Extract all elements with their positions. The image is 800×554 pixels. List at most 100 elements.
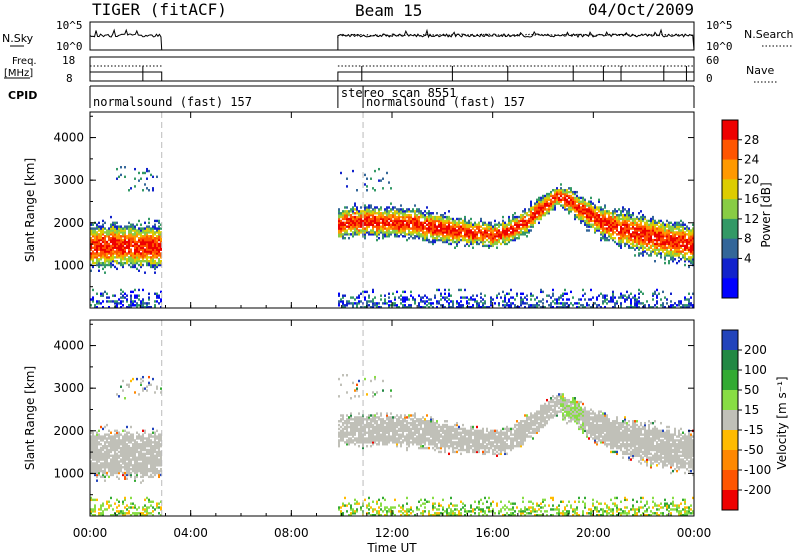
- echo-pixel: [118, 229, 120, 232]
- echo-pixel: [586, 221, 588, 225]
- echo-pixel: [340, 383, 342, 387]
- echo-pixel: [340, 171, 342, 175]
- echo-pixel: [476, 300, 478, 303]
- echo-pixel: [648, 229, 650, 232]
- echo-pixel: [618, 236, 620, 240]
- echo-pixel: [428, 217, 430, 221]
- echo-pixel: [454, 233, 456, 236]
- echo-pixel: [152, 244, 154, 248]
- echo-pixel: [152, 510, 154, 513]
- echo-pixel: [160, 508, 162, 511]
- echo-pixel: [140, 466, 142, 469]
- echo-pixel: [678, 229, 680, 232]
- echo-pixel: [354, 395, 356, 398]
- echo-pixel: [102, 246, 104, 249]
- echo-pixel: [118, 252, 120, 255]
- echo-pixel: [358, 423, 360, 427]
- echo-pixel: [626, 213, 628, 217]
- echo-pixel: [404, 233, 406, 236]
- echo-pixel: [128, 242, 130, 246]
- echo-pixel: [372, 290, 374, 294]
- echo-pixel: [400, 294, 402, 297]
- echo-pixel: [602, 231, 604, 234]
- echo-pixel: [126, 240, 128, 244]
- echo-pixel: [462, 296, 464, 299]
- echo-pixel: [128, 248, 130, 251]
- echo-pixel: [588, 229, 590, 232]
- echo-pixel: [124, 475, 126, 479]
- echo-pixel: [682, 229, 684, 232]
- echo-pixel: [394, 229, 396, 232]
- echo-pixel: [90, 446, 92, 450]
- echo-pixel: [470, 231, 472, 234]
- echo-pixel: [126, 433, 128, 436]
- echo-pixel: [116, 441, 118, 444]
- echo-pixel: [580, 200, 582, 203]
- echo-pixel: [622, 296, 624, 299]
- echo-pixel: [438, 229, 440, 232]
- echo-pixel: [152, 377, 154, 381]
- echo-pixel: [392, 229, 394, 232]
- echo-pixel: [130, 302, 132, 305]
- echo-pixel: [364, 217, 366, 221]
- echo-pixel: [130, 248, 132, 251]
- echo-pixel: [360, 420, 362, 423]
- echo-pixel: [158, 506, 160, 509]
- echo-pixel: [106, 242, 108, 246]
- echo-pixel: [110, 464, 112, 467]
- echo-pixel: [112, 225, 114, 228]
- echo-pixel: [388, 235, 390, 238]
- echo-pixel: [136, 467, 138, 471]
- echo-pixel: [516, 236, 518, 240]
- echo-pixel: [354, 423, 356, 427]
- echo-pixel: [122, 389, 124, 392]
- echo-pixel: [532, 304, 534, 307]
- echo-pixel: [598, 304, 600, 307]
- echo-pixel: [602, 225, 604, 228]
- echo-pixel: [130, 254, 132, 257]
- echo-pixel: [550, 306, 552, 309]
- echo-pixel: [518, 219, 520, 223]
- echo-pixel: [138, 462, 140, 465]
- echo-pixel: [378, 302, 380, 305]
- echo-pixel: [426, 215, 428, 219]
- echo-pixel: [446, 225, 448, 228]
- echo-pixel: [136, 446, 138, 450]
- echo-pixel: [422, 296, 424, 299]
- echo-pixel: [426, 229, 428, 232]
- echo-pixel: [348, 221, 350, 225]
- echo-pixel: [458, 217, 460, 221]
- freq-panel: Freq. [MHz] 18 8 60 0 Nave: [4, 54, 778, 85]
- echo-pixel: [596, 212, 598, 215]
- echo-pixel: [98, 265, 100, 269]
- echo-pixel: [156, 227, 158, 230]
- echo-pixel: [114, 256, 116, 259]
- echo-pixel: [506, 292, 508, 295]
- echo-pixel: [102, 466, 104, 469]
- echo-pixel: [342, 215, 344, 219]
- echo-pixel: [160, 263, 162, 267]
- echo-pixel: [150, 473, 152, 477]
- echo-pixel: [678, 252, 680, 255]
- echo-pixel: [136, 473, 138, 477]
- echo-pixel: [638, 296, 640, 299]
- echo-pixel: [640, 246, 642, 249]
- echo-pixel: [154, 242, 156, 246]
- echo-pixel: [426, 238, 428, 242]
- echo-pixel: [444, 236, 446, 240]
- echo-pixel: [98, 437, 100, 440]
- echo-pixel: [688, 258, 690, 261]
- echo-pixel: [490, 302, 492, 305]
- echo-pixel: [364, 296, 366, 299]
- echo-pixel: [142, 248, 144, 251]
- echo-pixel: [390, 304, 392, 307]
- echo-pixel: [148, 500, 150, 503]
- echo-pixel: [118, 225, 120, 228]
- echo-pixel: [440, 221, 442, 225]
- echo-pixel: [156, 261, 158, 265]
- echo-pixel: [612, 217, 614, 221]
- echo-pixel: [524, 212, 526, 215]
- echo-pixel: [584, 198, 586, 202]
- echo-pixel: [124, 175, 126, 179]
- echo-pixel: [620, 238, 622, 242]
